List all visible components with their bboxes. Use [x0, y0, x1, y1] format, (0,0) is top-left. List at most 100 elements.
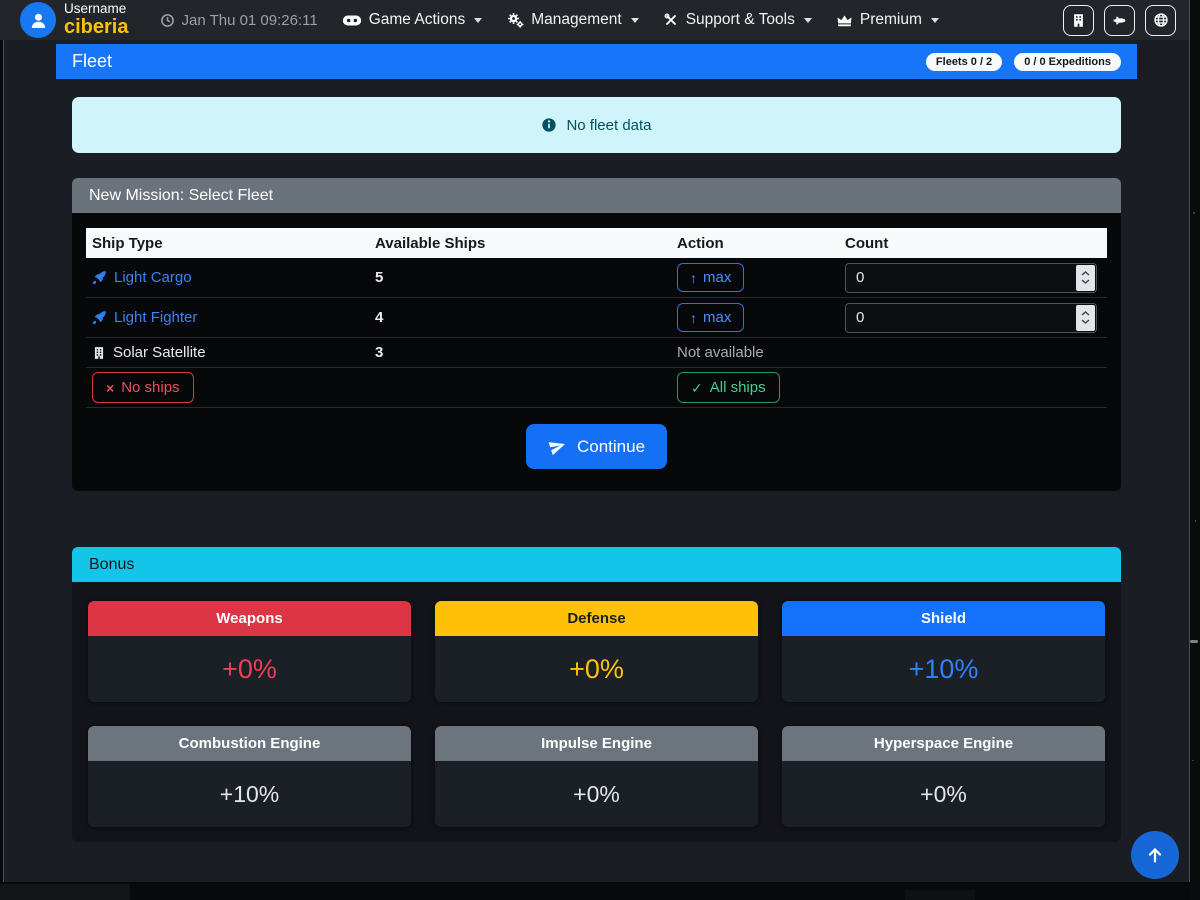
fleet-page-header: Fleet Fleets 0 / 2 0 / 0 Expeditions	[56, 44, 1137, 79]
bonus-card-value: +0%	[920, 780, 967, 807]
available-ships-value: 5	[375, 269, 384, 286]
clock-icon	[160, 13, 175, 28]
menu-label: Game Actions	[368, 11, 466, 28]
continue-button[interactable]: Continue	[525, 424, 668, 469]
table-row-bulk-actions: × No ships ✓ All ships	[86, 368, 1107, 408]
navbar-quick-actions	[1063, 4, 1176, 36]
arrow-up-icon: ↑	[690, 269, 697, 286]
user-info[interactable]: Username ciberia	[64, 2, 128, 37]
info-circle-icon	[541, 117, 557, 133]
bonus-cards-row: Combustion Engine +10% Impulse Engine +0…	[88, 726, 1105, 827]
bonus-card-value: +10%	[219, 780, 280, 807]
spacecraft-icon	[1111, 13, 1128, 28]
alert-message: No fleet data	[566, 116, 652, 134]
no-ships-button[interactable]: × No ships	[92, 372, 194, 403]
menu-support-tools[interactable]: Support & Tools	[663, 11, 812, 29]
gears-icon	[506, 12, 524, 28]
mission-section-body: Ship Type Available Ships Action Count L…	[72, 213, 1121, 491]
column-header-action: Action	[677, 234, 724, 252]
bonus-card-weapons: Weapons +0%	[88, 601, 411, 702]
bonus-card-value: +10%	[908, 653, 979, 684]
max-button[interactable]: ↑ max	[677, 303, 745, 332]
background-texture	[0, 884, 130, 900]
menu-management[interactable]: Management	[506, 11, 639, 29]
star-dot	[1193, 212, 1195, 214]
bonus-card-defense: Defense +0%	[435, 601, 758, 702]
bonus-card-impulse-engine: Impulse Engine +0%	[435, 726, 758, 827]
buildings-button[interactable]	[1063, 4, 1094, 36]
top-navbar: Username ciberia Jan Thu 01 09:26:11 Gam…	[0, 0, 1189, 40]
fleets-count-badge: Fleets 0 / 2	[925, 52, 1003, 71]
crown-icon	[836, 13, 853, 28]
ship-name: Solar Satellite	[113, 344, 206, 361]
bonus-card-title: Combustion Engine	[88, 726, 411, 761]
expeditions-count-badge: 0 / 0 Expeditions	[1014, 52, 1121, 71]
bonus-section: Bonus Weapons +0% Defense +0% Shield	[72, 547, 1121, 842]
arrow-up-icon	[1144, 844, 1166, 866]
max-button[interactable]: ↑ max	[677, 263, 745, 292]
all-ships-button[interactable]: ✓ All ships	[677, 372, 780, 403]
fleet-select-table: Ship Type Available Ships Action Count L…	[86, 228, 1107, 408]
number-spinner-icon[interactable]	[1076, 264, 1095, 291]
bonus-section-title: Bonus	[89, 555, 135, 573]
menu-game-actions[interactable]: Game Actions	[342, 11, 483, 29]
buildings-icon	[1071, 13, 1086, 28]
chevron-down-icon	[474, 17, 483, 23]
check-icon: ✓	[691, 379, 703, 396]
star-streak	[1190, 640, 1198, 643]
chevron-down-icon	[803, 17, 812, 23]
menu-label: Premium	[859, 11, 922, 28]
bonus-card-shield: Shield +10%	[782, 601, 1105, 702]
globe-button[interactable]	[1145, 4, 1176, 36]
game-clock: Jan Thu 01 09:26:11	[160, 12, 318, 29]
bonus-card-hyperspace-engine: Hyperspace Engine +0%	[782, 726, 1105, 827]
table-row-light-cargo: Light Cargo 5 ↑ max	[86, 258, 1107, 298]
avatar[interactable]	[20, 2, 56, 38]
mission-section-header: New Mission: Select Fleet	[72, 178, 1121, 213]
bonus-section-header: Bonus	[72, 547, 1121, 582]
globe-icon	[1153, 12, 1169, 28]
page-scrollbar[interactable]	[1190, 0, 1200, 900]
number-spinner-icon[interactable]	[1076, 304, 1095, 331]
ship-link[interactable]: Light Cargo	[114, 269, 192, 286]
rocket-icon	[92, 310, 107, 325]
paper-plane-icon	[548, 437, 567, 456]
bonus-card-title: Defense	[435, 601, 758, 636]
mission-section-title: New Mission: Select Fleet	[89, 186, 274, 204]
not-available-label: Not available	[677, 344, 764, 361]
chevron-down-icon	[930, 17, 939, 23]
bonus-cards-row: Weapons +0% Defense +0% Shield +10%	[88, 601, 1105, 702]
fleet-badges: Fleets 0 / 2 0 / 0 Expeditions	[925, 52, 1121, 71]
menu-label: Support & Tools	[685, 11, 795, 28]
main-content: Fleet Fleets 0 / 2 0 / 0 Expeditions No …	[56, 0, 1137, 842]
available-ships-value: 3	[375, 344, 384, 361]
ship-link[interactable]: Light Fighter	[114, 309, 198, 326]
scroll-to-top-button[interactable]	[1131, 831, 1179, 879]
continue-row: Continue	[86, 408, 1107, 481]
mission-section: New Mission: Select Fleet Ship Type Avai…	[72, 178, 1121, 491]
page-title: Fleet	[72, 51, 113, 71]
column-header-ship-type: Ship Type	[92, 234, 163, 252]
background-texture	[905, 890, 975, 900]
menu-label: Management	[531, 11, 622, 28]
username-label: Username	[64, 1, 127, 17]
menu-premium[interactable]: Premium	[836, 11, 939, 29]
bonus-card-title: Hyperspace Engine	[782, 726, 1105, 761]
bonus-card-title: Impulse Engine	[435, 726, 758, 761]
gamepad-icon	[342, 13, 362, 28]
count-input[interactable]	[845, 262, 1097, 293]
rocket-icon	[92, 270, 107, 285]
star-dot	[1195, 520, 1196, 522]
bonus-section-body: Weapons +0% Defense +0% Shield +10%	[72, 582, 1121, 842]
bonus-card-value: +0%	[222, 653, 277, 684]
count-input[interactable]	[845, 302, 1097, 333]
table-header-row: Ship Type Available Ships Action Count	[86, 228, 1107, 258]
table-row-solar-satellite: Solar Satellite 3 Not available	[86, 338, 1107, 368]
bonus-card-title: Weapons	[88, 601, 411, 636]
spacecraft-button[interactable]	[1104, 4, 1135, 36]
bonus-card-value: +0%	[573, 780, 620, 807]
tools-icon	[663, 12, 679, 28]
arrow-up-icon: ↑	[690, 309, 697, 326]
column-header-available: Available Ships	[375, 234, 486, 252]
bonus-card-title: Shield	[782, 601, 1105, 636]
